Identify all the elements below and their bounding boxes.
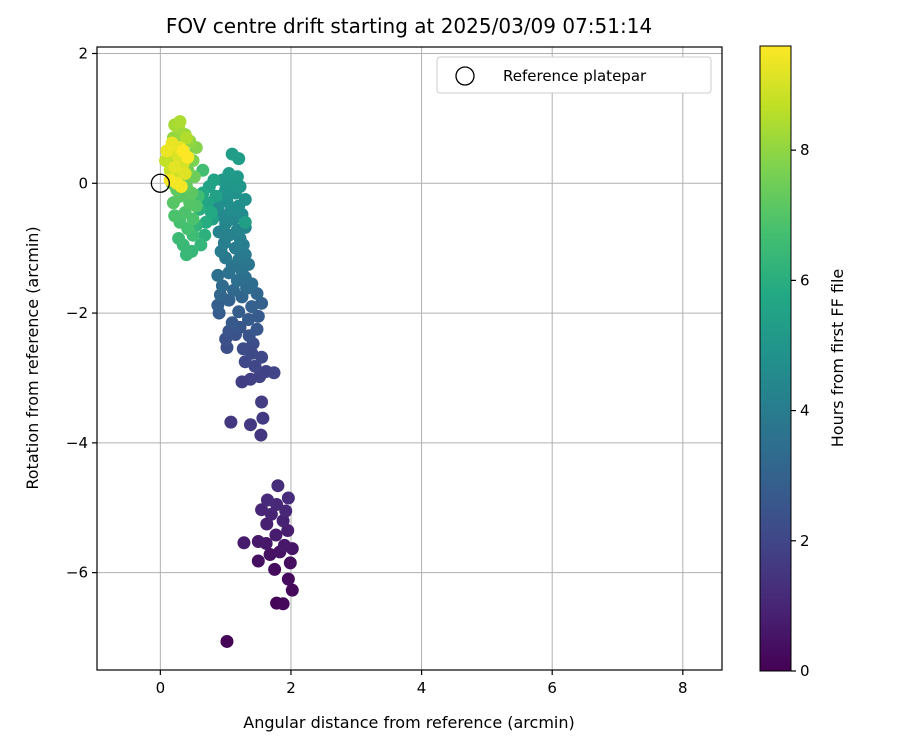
data-point	[226, 283, 240, 297]
y-axis-label: Rotation from reference (arcmin)	[23, 226, 42, 489]
y-tick-label: 2	[78, 44, 88, 62]
data-point	[242, 313, 256, 327]
data-point	[173, 115, 187, 129]
data-point	[215, 279, 229, 293]
data-point	[243, 418, 257, 432]
data-point	[232, 305, 246, 319]
colorbar-tick-label: 4	[800, 402, 810, 420]
y-tick-label: −6	[66, 564, 88, 582]
colorbar-tick-label: 8	[800, 141, 810, 159]
legend-box	[436, 56, 712, 94]
data-point	[238, 215, 252, 229]
colorbar-tick-label: 6	[800, 271, 810, 289]
data-point	[268, 562, 282, 576]
data-point	[160, 144, 174, 158]
data-point	[225, 147, 239, 161]
legend-entry-reference-platepar: Reference platepar	[503, 67, 647, 85]
data-point	[271, 479, 285, 493]
data-point	[168, 209, 182, 223]
data-point	[204, 205, 218, 219]
data-point	[250, 287, 264, 301]
legend-marker-circle	[455, 66, 475, 86]
data-point	[276, 597, 290, 611]
data-point	[245, 300, 259, 314]
data-point	[277, 538, 291, 552]
x-tick-label: 2	[286, 679, 296, 697]
data-point	[251, 554, 265, 568]
x-tick-label: 4	[417, 679, 427, 697]
colorbar-tick-label: 0	[800, 662, 810, 680]
legend: Reference platepar	[436, 56, 712, 94]
grid-lines	[97, 47, 722, 670]
data-point	[263, 547, 277, 561]
data-point	[281, 572, 295, 586]
data-point	[248, 359, 262, 373]
y-ticks: −6 −4 −2 0 2	[66, 44, 97, 582]
data-point	[211, 298, 225, 312]
data-point	[179, 131, 193, 145]
data-point	[269, 528, 283, 542]
data-point	[276, 514, 290, 528]
data-point	[236, 342, 250, 356]
data-point	[255, 395, 269, 409]
data-point	[251, 535, 265, 549]
data-point	[224, 415, 238, 429]
data-point	[194, 238, 208, 252]
data-point	[198, 228, 212, 242]
data-point	[255, 296, 269, 310]
data-point	[159, 154, 173, 168]
data-point	[267, 366, 281, 380]
data-point	[168, 160, 182, 174]
data-point	[285, 583, 299, 597]
data-point	[255, 503, 269, 517]
data-point	[250, 322, 264, 336]
chart-title: FOV centre drift starting at 2025/03/09 …	[166, 14, 652, 38]
data-point	[207, 173, 221, 187]
colorbar-gradient	[759, 45, 792, 672]
data-point	[279, 504, 293, 518]
x-axis-label: Angular distance from reference (arcmin)	[243, 713, 574, 732]
data-point	[237, 536, 251, 550]
data-point	[264, 507, 278, 521]
data-point	[281, 491, 295, 505]
y-tick-label: 0	[78, 174, 88, 192]
data-point	[172, 231, 186, 245]
data-points	[159, 115, 299, 648]
data-point	[222, 167, 236, 181]
data-point	[260, 493, 274, 507]
data-point	[178, 167, 192, 181]
data-point	[183, 196, 197, 210]
reference-platepar-marker	[150, 173, 170, 193]
data-point	[220, 634, 234, 648]
data-point	[211, 268, 225, 282]
data-point	[251, 309, 265, 323]
colorbar-label: Hours from first FF file	[828, 269, 847, 448]
data-point	[238, 193, 252, 207]
x-tick-label: 0	[156, 679, 166, 697]
data-point	[238, 248, 252, 262]
x-tick-label: 8	[678, 679, 688, 697]
data-point	[255, 350, 269, 364]
x-tick-label: 6	[547, 679, 557, 697]
data-point	[256, 411, 270, 425]
data-point	[174, 180, 188, 194]
data-point	[283, 556, 297, 570]
colorbar-tick-label: 2	[800, 532, 810, 550]
data-point	[178, 205, 192, 219]
plot-frame	[96, 46, 723, 671]
data-point	[281, 523, 295, 537]
y-tick-label: −4	[66, 434, 88, 452]
data-point	[225, 316, 239, 330]
data-point	[199, 215, 213, 229]
x-ticks: 0 2 4 6 8	[156, 670, 688, 697]
colorbar-ticks: 0 2 4 6 8	[791, 141, 810, 680]
data-point	[260, 517, 274, 531]
data-point	[176, 144, 190, 158]
data-point	[254, 428, 268, 442]
y-tick-label: −2	[66, 304, 88, 322]
colorbar: 0 2 4 6 8 Hours from first FF file	[759, 45, 847, 680]
